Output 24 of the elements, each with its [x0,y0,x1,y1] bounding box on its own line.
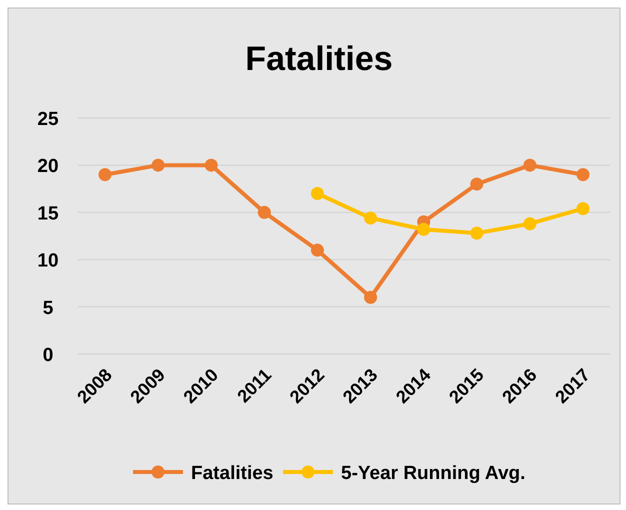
y-tick-label: 25 [37,109,59,130]
point [258,206,271,219]
point [523,217,536,230]
y-tick-label: 0 [42,345,54,366]
y-tick-label: 20 [37,156,59,178]
point [310,187,324,200]
point [98,168,112,182]
point [523,158,536,172]
point [470,226,484,240]
legend-label: Fatalities [191,463,274,484]
point [204,158,218,172]
chart-title: Fatalities [245,40,393,78]
legend-label: 5-Year Running Avg. [341,463,526,484]
point [310,244,324,257]
point [470,178,484,191]
point [364,290,378,304]
y-tick-label: 5 [42,298,54,319]
point [576,168,590,182]
y-tick-label: 10 [37,250,59,272]
y-tick-label: 15 [37,203,59,224]
point [364,212,378,225]
point [576,202,590,216]
point [152,158,165,172]
point [417,222,430,236]
